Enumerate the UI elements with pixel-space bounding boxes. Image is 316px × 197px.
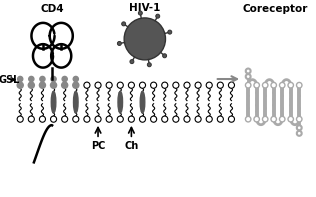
Circle shape xyxy=(195,82,201,88)
Ellipse shape xyxy=(74,91,78,113)
Text: Coreceptor: Coreceptor xyxy=(243,4,308,14)
Circle shape xyxy=(51,116,57,122)
Ellipse shape xyxy=(140,91,145,113)
Circle shape xyxy=(296,82,302,88)
Circle shape xyxy=(138,11,142,15)
Circle shape xyxy=(147,63,151,67)
Circle shape xyxy=(168,30,172,34)
Circle shape xyxy=(73,76,78,82)
Circle shape xyxy=(163,54,167,58)
Circle shape xyxy=(130,60,134,64)
Circle shape xyxy=(271,116,276,122)
Text: PC: PC xyxy=(91,141,105,151)
Circle shape xyxy=(62,76,67,82)
Circle shape xyxy=(246,116,251,122)
Circle shape xyxy=(128,116,134,122)
Circle shape xyxy=(156,14,160,18)
Circle shape xyxy=(206,82,212,88)
Circle shape xyxy=(228,82,234,88)
Circle shape xyxy=(184,116,190,122)
Circle shape xyxy=(195,116,201,122)
Circle shape xyxy=(279,82,285,88)
Circle shape xyxy=(173,82,179,88)
Circle shape xyxy=(151,116,157,122)
Text: CD4: CD4 xyxy=(40,4,64,14)
Circle shape xyxy=(139,82,146,88)
Circle shape xyxy=(288,82,294,88)
Circle shape xyxy=(139,116,146,122)
Circle shape xyxy=(128,82,134,88)
Circle shape xyxy=(18,76,23,82)
Circle shape xyxy=(254,82,259,88)
Circle shape xyxy=(106,116,112,122)
Circle shape xyxy=(51,82,57,88)
Circle shape xyxy=(40,82,46,88)
Circle shape xyxy=(122,22,126,26)
Circle shape xyxy=(288,116,294,122)
Circle shape xyxy=(279,116,285,122)
Circle shape xyxy=(162,82,168,88)
Circle shape xyxy=(73,116,79,122)
Ellipse shape xyxy=(118,91,123,113)
Circle shape xyxy=(297,131,302,136)
Circle shape xyxy=(17,116,23,122)
Text: GSL: GSL xyxy=(0,75,20,85)
Circle shape xyxy=(62,116,68,122)
Circle shape xyxy=(254,116,259,122)
Circle shape xyxy=(173,116,179,122)
Circle shape xyxy=(62,82,68,88)
Circle shape xyxy=(263,82,268,88)
Circle shape xyxy=(217,82,223,88)
Circle shape xyxy=(217,116,223,122)
Circle shape xyxy=(84,116,90,122)
Circle shape xyxy=(40,76,45,82)
Circle shape xyxy=(296,116,302,122)
Circle shape xyxy=(106,82,112,88)
Circle shape xyxy=(297,125,302,130)
Circle shape xyxy=(228,116,234,122)
Circle shape xyxy=(271,82,276,88)
Circle shape xyxy=(184,82,190,88)
Circle shape xyxy=(246,74,251,79)
Circle shape xyxy=(28,82,34,88)
Circle shape xyxy=(246,82,251,88)
Circle shape xyxy=(84,82,90,88)
Circle shape xyxy=(162,116,168,122)
Circle shape xyxy=(206,116,212,122)
Circle shape xyxy=(28,116,34,122)
Circle shape xyxy=(73,82,79,88)
Circle shape xyxy=(118,41,121,46)
Circle shape xyxy=(117,116,123,122)
Circle shape xyxy=(29,76,34,82)
Text: Ch: Ch xyxy=(124,141,138,151)
Circle shape xyxy=(95,116,101,122)
Circle shape xyxy=(263,116,268,122)
Circle shape xyxy=(117,82,123,88)
Circle shape xyxy=(40,116,46,122)
Circle shape xyxy=(151,82,157,88)
Circle shape xyxy=(95,82,101,88)
Circle shape xyxy=(17,82,23,88)
Circle shape xyxy=(246,69,251,73)
Ellipse shape xyxy=(51,91,56,113)
Circle shape xyxy=(124,18,166,60)
Text: HIV-1: HIV-1 xyxy=(129,3,161,13)
Circle shape xyxy=(51,76,56,82)
